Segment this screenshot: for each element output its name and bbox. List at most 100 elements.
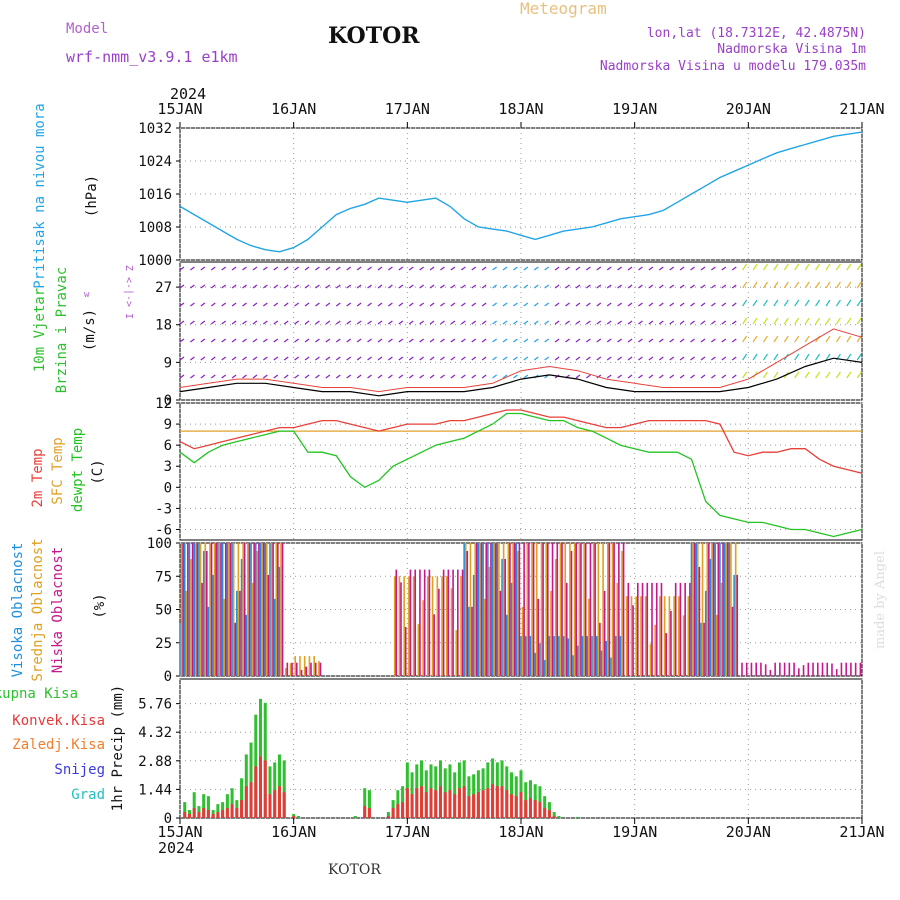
wind-barb xyxy=(554,338,560,343)
wind-barb xyxy=(377,338,383,343)
wind-barb xyxy=(179,374,185,379)
y-tick-label: 1008 xyxy=(138,220,172,236)
wind-barb xyxy=(658,374,664,379)
wind-barb xyxy=(304,266,310,271)
wind-barb xyxy=(762,335,768,343)
wind-barb xyxy=(335,338,341,343)
conv-rain-label: Konvek.Kisa xyxy=(12,713,105,729)
wind-barb xyxy=(762,353,768,361)
conv-rain-bar xyxy=(202,808,206,818)
wind-barb xyxy=(513,320,518,325)
wind-barb xyxy=(762,299,768,307)
wind-barb xyxy=(325,356,331,361)
conv-rain-bar xyxy=(476,792,480,818)
wind-barb xyxy=(617,374,622,379)
wind-barb xyxy=(846,281,852,289)
wind-barb xyxy=(315,284,320,289)
wind-barb xyxy=(398,374,404,379)
top-date-label: 18JAN xyxy=(498,100,543,118)
wind-barb xyxy=(773,299,779,307)
wind-barb xyxy=(700,302,706,307)
station-title: KOTOR xyxy=(328,23,420,49)
conv-rain-bar xyxy=(462,786,466,818)
wind-barb xyxy=(596,320,602,325)
wind-barb xyxy=(356,320,362,325)
temp2m-label: 2m Temp xyxy=(30,448,46,507)
dewpt-label: dewpt Temp xyxy=(70,428,86,512)
wind-barb xyxy=(398,356,404,361)
wind-barb xyxy=(492,374,497,379)
wind-barb xyxy=(815,371,821,379)
sfc-temp-label: SFC Temp xyxy=(50,437,66,504)
wind-barb xyxy=(627,266,633,271)
wind-barb xyxy=(273,356,279,361)
conv-rain-bar xyxy=(533,800,537,818)
wind-barb xyxy=(606,320,612,325)
wind-barb xyxy=(210,374,216,379)
wind-barbs xyxy=(179,263,862,379)
wind-barb xyxy=(835,263,841,271)
cloud-bars xyxy=(179,543,862,676)
wind-barb xyxy=(221,266,227,271)
wind-barb xyxy=(450,302,456,307)
wind-barb xyxy=(408,284,414,289)
total-rain-bar xyxy=(225,794,229,818)
wind-barb xyxy=(335,266,341,271)
wind-barb xyxy=(460,302,466,307)
wind-barb xyxy=(231,356,237,361)
wind-barb xyxy=(679,302,685,307)
wind-barb xyxy=(356,284,362,289)
conv-rain-bar xyxy=(510,794,514,818)
wind-barb xyxy=(294,320,299,325)
wind-barb xyxy=(731,320,737,325)
conv-rain-bar xyxy=(240,800,244,818)
conv-rain-bar xyxy=(244,786,248,818)
wind-barb xyxy=(731,338,737,343)
wind-barb xyxy=(679,338,685,343)
wind-barb xyxy=(721,266,727,271)
wind-barb xyxy=(544,356,550,361)
total-rain-bar xyxy=(268,766,272,818)
conv-rain-bar xyxy=(282,792,286,818)
wind-barb xyxy=(513,266,518,271)
wind-barb xyxy=(346,338,352,343)
wind-barb xyxy=(190,374,195,379)
wind-ylabel: 10m Vjetar Brzina i Pravac (m/s) Z <-|->… xyxy=(32,265,134,393)
wind-barb xyxy=(835,371,841,379)
wind-barb xyxy=(627,302,633,307)
wind-barb xyxy=(617,302,622,307)
total-rain-bar xyxy=(240,778,244,818)
y-tick-label: 1.44 xyxy=(138,782,172,798)
wind-barb xyxy=(773,353,779,361)
top-date-label: 20JAN xyxy=(726,100,771,118)
wind-barb xyxy=(408,320,414,325)
conv-rain-bar xyxy=(543,808,547,818)
wind-barb xyxy=(429,338,435,343)
wind-barb xyxy=(669,356,675,361)
wind-barb xyxy=(721,338,727,343)
wind-barb xyxy=(502,356,508,361)
wind-barb xyxy=(262,302,268,307)
conv-rain-bar xyxy=(187,814,191,818)
wind-barb xyxy=(273,338,279,343)
wind-barb xyxy=(346,356,352,361)
wind-barb xyxy=(742,317,748,325)
wind-barb xyxy=(762,263,768,271)
wind-barb xyxy=(544,338,550,343)
cloud-unit: (%) xyxy=(92,593,108,618)
wind-speed-line xyxy=(179,357,863,397)
wind-barb xyxy=(190,356,195,361)
graupel-label: Grad xyxy=(71,787,105,803)
wind-barb xyxy=(627,356,633,361)
wind-barb xyxy=(429,266,435,271)
wind-barb xyxy=(377,284,383,289)
wind-barb xyxy=(690,284,695,289)
wind-barb xyxy=(460,320,466,325)
wind-barb xyxy=(533,320,539,325)
wind-barb xyxy=(700,266,706,271)
wind-barb xyxy=(762,317,768,325)
conv-rain-bar xyxy=(467,796,471,818)
wind-barb xyxy=(356,356,362,361)
conv-rain-bar xyxy=(263,760,267,818)
